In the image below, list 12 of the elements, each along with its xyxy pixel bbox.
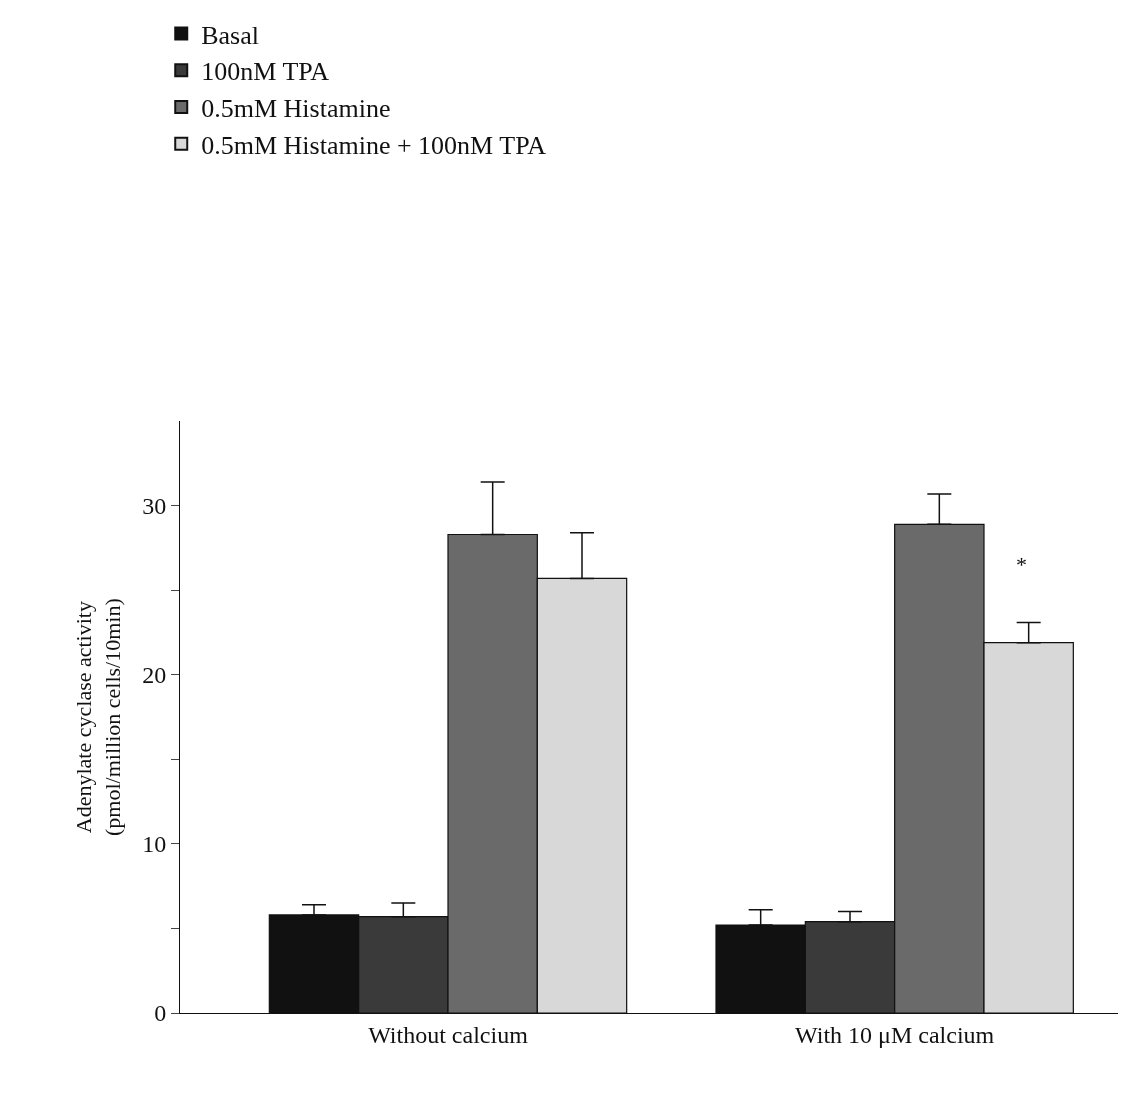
x-tick-label: Without calcium — [368, 1021, 529, 1048]
y-axis-title: Adenylate cyclase activity (pmol/million cells/10min) — [71, 598, 125, 836]
y-tick-label: 30 — [142, 493, 167, 520]
legend-label: 100nM TPA — [201, 57, 330, 87]
y-tick-label: 20 — [142, 662, 167, 689]
annotation: * — [1016, 552, 1027, 577]
x-tick-label: With 10 μM calcium — [795, 1021, 995, 1048]
y-tick-label: 10 — [142, 831, 167, 858]
legend-label: 0.5mM Histamine + 100nM TPA — [201, 130, 547, 160]
y-tick-label: 0 — [154, 1000, 167, 1027]
legend-label: Basal — [201, 20, 260, 50]
legend-label: 0.5mM Histamine — [201, 94, 391, 124]
